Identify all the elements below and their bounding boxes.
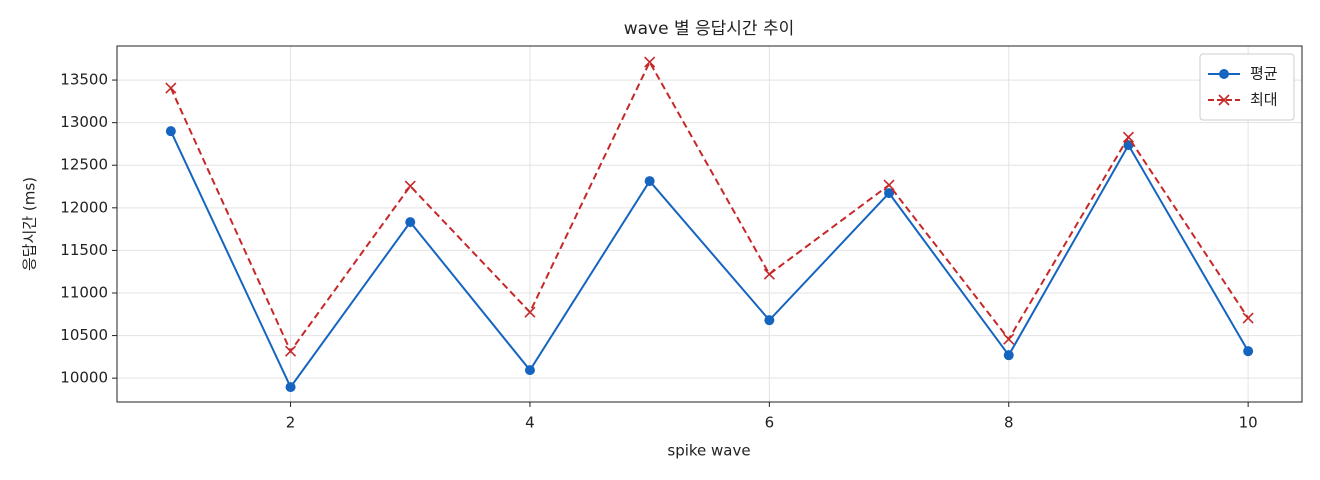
- legend-label: 최대: [1250, 91, 1278, 109]
- line: [169, 59, 1249, 354]
- y-tick-label: 11000: [60, 283, 108, 301]
- marker: [1122, 131, 1135, 143]
- marker: [1243, 346, 1254, 357]
- marker: [284, 345, 297, 357]
- marker: [884, 188, 895, 199]
- marker: [1003, 333, 1015, 345]
- x-tick-label: 2: [286, 414, 296, 432]
- x-tick-label: 6: [765, 414, 775, 432]
- marker: [1003, 350, 1014, 361]
- marker: [524, 306, 536, 318]
- y-tick-label: 13000: [60, 113, 108, 131]
- x-tick-label: 4: [525, 414, 535, 432]
- marker: [883, 179, 895, 191]
- y-tick-label: 12000: [60, 198, 108, 216]
- marker: [404, 180, 416, 192]
- x-axis-label: spike wave: [667, 442, 750, 460]
- legend-label: 평균: [1250, 65, 1278, 83]
- marker: [763, 268, 775, 280]
- x-tick-label: 8: [1004, 414, 1014, 432]
- line: [169, 130, 1250, 390]
- marker: [285, 382, 296, 393]
- y-tick-label: 12500: [60, 156, 108, 174]
- marker: [1242, 312, 1254, 324]
- marker: [405, 217, 416, 228]
- marker: [524, 365, 535, 376]
- plot-frame: [116, 45, 1303, 403]
- y-tick-label: 11500: [60, 241, 108, 259]
- y-tick-label: 10000: [60, 369, 108, 387]
- marker: [764, 315, 775, 326]
- marker: [165, 126, 176, 137]
- legend-marker: [1219, 69, 1229, 79]
- legend-box: [1199, 53, 1295, 121]
- y-tick-label: 10500: [60, 326, 108, 344]
- y-axis-label: 응답시간 (ms): [21, 177, 39, 271]
- marker: [644, 56, 656, 68]
- legend-marker: [1218, 94, 1230, 106]
- x-tick-label: 10: [1239, 414, 1258, 432]
- marker: [165, 82, 177, 94]
- chart-title: wave 별 응답시간 추이: [624, 19, 795, 39]
- marker: [644, 176, 655, 187]
- y-tick-label: 13500: [60, 71, 108, 89]
